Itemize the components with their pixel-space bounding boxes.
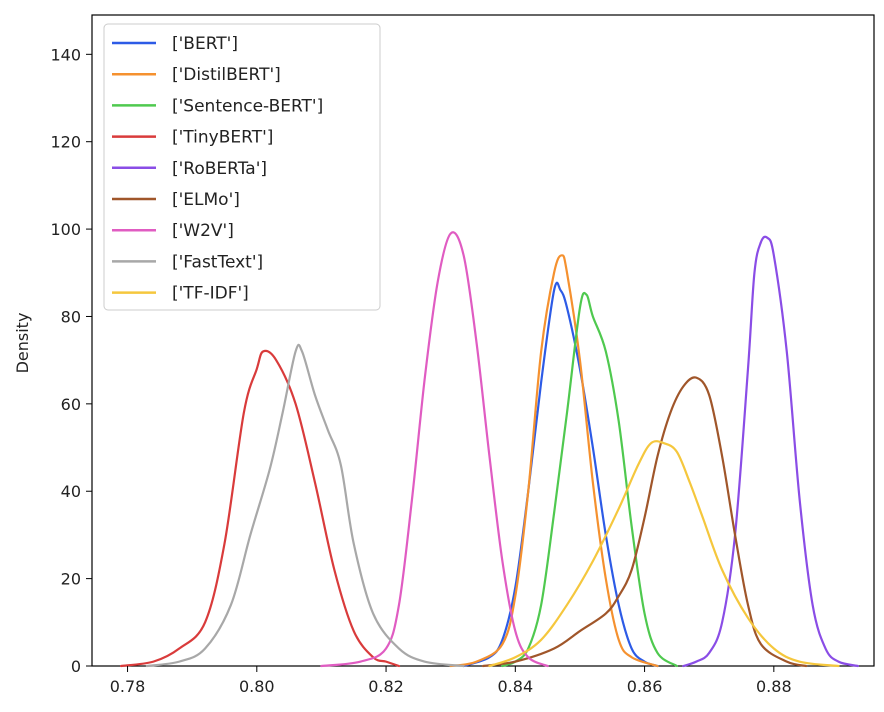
x-tick-label: 0.78 (110, 677, 146, 696)
y-tick-label: 140 (50, 45, 81, 64)
y-axis: 0 20 40 60 80 100 120 140 (50, 45, 92, 676)
series-line-7 (145, 343, 465, 668)
legend-label: ['FastText'] (172, 252, 263, 272)
series-line-2 (501, 291, 678, 668)
y-tick-label: 20 (61, 570, 81, 589)
x-tick-label: 0.84 (498, 677, 534, 696)
x-tick-label: 0.86 (627, 677, 663, 696)
legend-label: ['Sentence-BERT'] (172, 96, 323, 116)
series-line-3 (119, 349, 401, 668)
x-tick-label: 0.88 (756, 677, 792, 696)
x-tick-label: 0.80 (239, 677, 275, 696)
y-axis-label: Density (13, 313, 32, 374)
legend-label: ['W2V'] (172, 221, 234, 241)
x-tick-label: 0.82 (368, 677, 404, 696)
y-tick-label: 60 (61, 395, 81, 414)
legend-label: ['ELMo'] (172, 190, 240, 210)
y-tick-label: 40 (61, 482, 81, 501)
series-line-8 (488, 440, 840, 668)
legend: ['BERT'] ['DistilBERT'] ['Sentence-BERT'] [… (103, 23, 381, 311)
legend-label: ['RoBERTa'] (172, 159, 267, 179)
legend-label: ['TF-IDF'] (172, 284, 249, 304)
series-layer (119, 231, 859, 668)
legend-label: ['BERT'] (172, 34, 238, 54)
legend-label: ['DistilBERT'] (172, 65, 281, 85)
series-line-0 (462, 281, 659, 668)
legend-label: ['TinyBERT'] (172, 128, 273, 148)
series-line-5 (481, 376, 808, 668)
y-tick-label: 100 (50, 220, 81, 239)
series-line-4 (682, 235, 859, 668)
y-tick-label: 0 (71, 657, 81, 676)
legend-box (103, 23, 381, 311)
series-line-1 (449, 254, 659, 668)
x-axis: 0.78 0.80 0.82 0.84 0.86 0.88 (110, 666, 792, 696)
y-tick-label: 120 (50, 133, 81, 152)
series-line-6 (320, 231, 549, 668)
y-tick-label: 80 (61, 307, 81, 326)
